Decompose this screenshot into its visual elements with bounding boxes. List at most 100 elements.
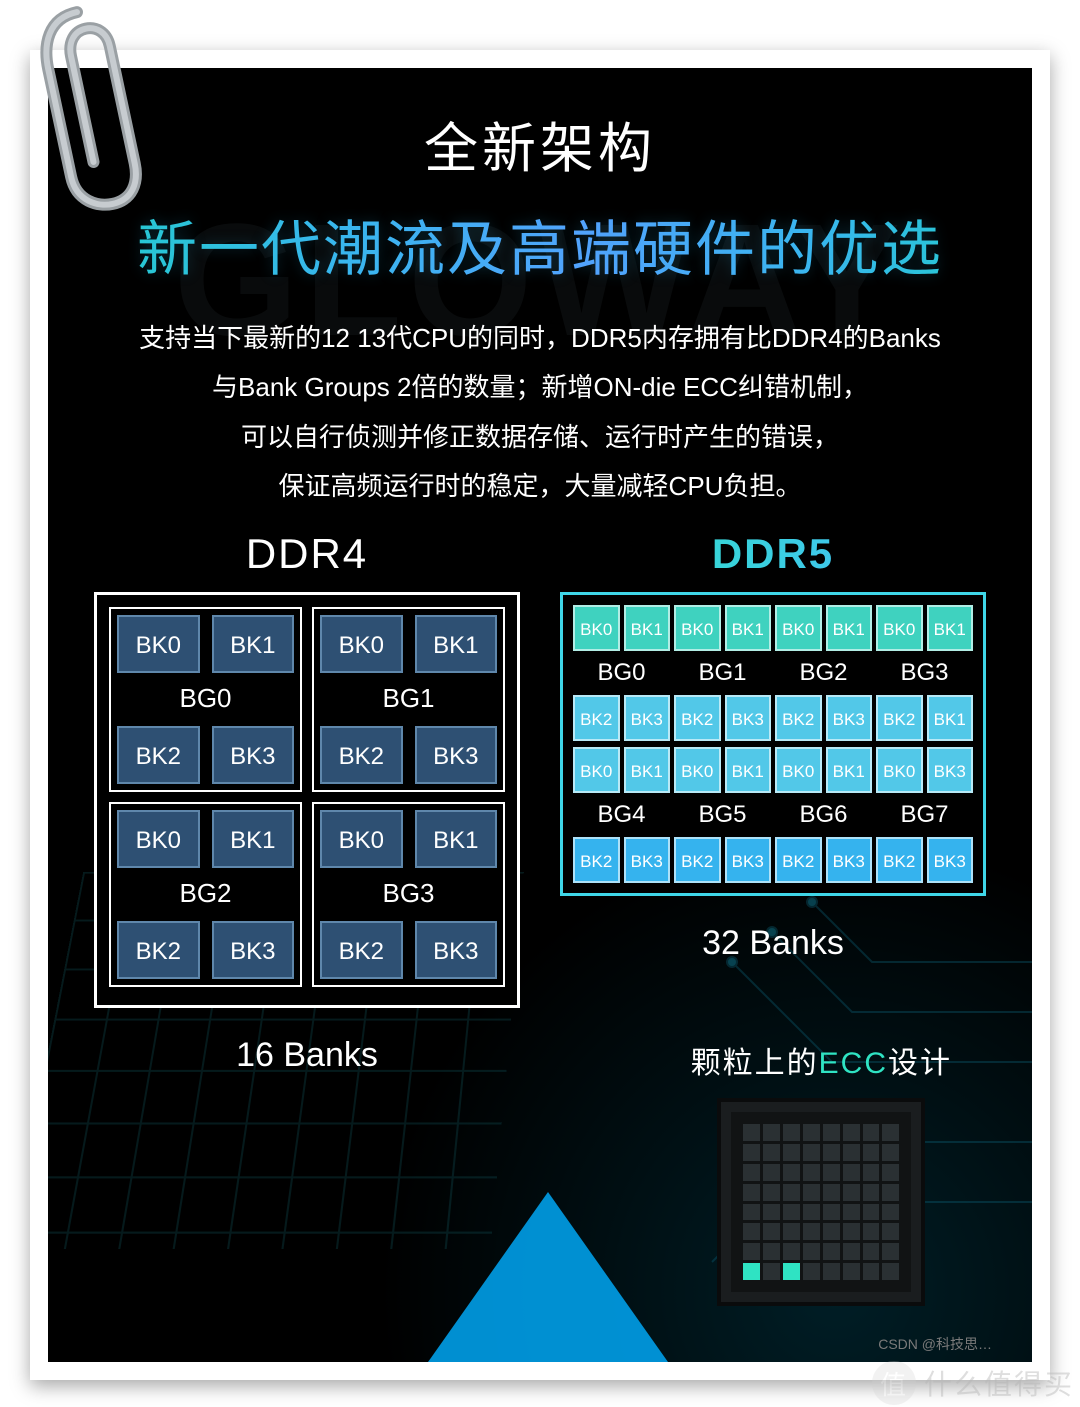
ecc-cell: [803, 1164, 820, 1181]
ecc-cell: [882, 1243, 899, 1260]
ddr4-bg3: BK0 BK1 BG3 BK2 BK3: [312, 802, 505, 987]
ddr5-bk: BK3: [725, 695, 772, 741]
ecc-cell: [743, 1184, 760, 1201]
ddr5-bk: BK3: [624, 695, 671, 741]
ecc-cell: [803, 1223, 820, 1240]
ddr5-box: BK0BK1BK0BK1BK0BK1BK0BK1BG0BG1BG2BG3BK2B…: [560, 592, 986, 896]
ecc-highlight: ECC: [819, 1047, 888, 1080]
ecc-cell: [763, 1144, 780, 1161]
ecc-cell: [823, 1204, 840, 1221]
ddr4-bk: BK2: [320, 726, 403, 784]
ecc-cell: [763, 1164, 780, 1181]
csdn-watermark: CSDN @科技思…: [878, 1334, 992, 1354]
ddr5-bg-label: BG3: [876, 657, 973, 689]
ddr5-bk: BK0: [674, 747, 721, 793]
ecc-cell: [863, 1164, 880, 1181]
ddr5-bg-label: BG0: [573, 657, 670, 689]
ecc-cell: [863, 1204, 880, 1221]
ddr5-bk: BK3: [725, 837, 772, 883]
ecc-cell: [783, 1243, 800, 1260]
ddr5-bk: BK2: [775, 695, 822, 741]
ddr5-bk: BK1: [624, 605, 671, 651]
desc-line: 保证高频运行时的稳定，大量减轻CPU负担。: [88, 462, 992, 511]
ecc-suffix: 设计: [888, 1047, 952, 1080]
ecc-cell: [863, 1243, 880, 1260]
ecc-cell: [843, 1164, 860, 1181]
ddr5-bk: BK2: [876, 695, 923, 741]
ecc-cell: [823, 1144, 840, 1161]
ddr4-box: BK0 BK1 BG0 BK2 BK3 BK0: [94, 592, 520, 1008]
ddr5-bg-label: BG5: [674, 799, 771, 831]
ecc-cell: [763, 1184, 780, 1201]
ecc-cell: [882, 1223, 899, 1240]
ddr5-bk: BK1: [927, 605, 974, 651]
ecc-cell: [783, 1184, 800, 1201]
ecc-cell: [783, 1124, 800, 1141]
ecc-chip-icon: [721, 1102, 921, 1302]
ecc-cell: [743, 1164, 760, 1181]
ecc-cell: [783, 1223, 800, 1240]
ecc-cell: [863, 1124, 880, 1141]
desc-line: 可以自行侦测并修正数据存储、运行时产生的错误，: [88, 413, 992, 462]
ddr5-bk: BK0: [573, 605, 620, 651]
subtitle: 新一代潮流及高端硬件的优选: [48, 201, 1032, 288]
ecc-cell: [843, 1144, 860, 1161]
ecc-cell: [882, 1263, 899, 1280]
ecc-cell: [743, 1124, 760, 1141]
ddr5-bk: BK1: [624, 747, 671, 793]
ecc-cell: [763, 1223, 780, 1240]
ecc-cell: [882, 1164, 899, 1181]
ecc-cell: [823, 1164, 840, 1181]
ddr4-bg-label: BG0: [111, 679, 300, 720]
ecc-cell: [863, 1144, 880, 1161]
ddr5-bk: BK0: [775, 605, 822, 651]
ddr5-bk: BK2: [775, 837, 822, 883]
ddr5-bg-label: BG7: [876, 799, 973, 831]
ddr4-bk: BK1: [415, 810, 498, 868]
ecc-cell: [803, 1263, 820, 1280]
ddr5-bk: BK1: [927, 695, 974, 741]
ecc-cell: [783, 1263, 800, 1280]
ddr5-bk: BK2: [876, 837, 923, 883]
ddr5-bk: BK1: [725, 747, 772, 793]
ecc-cell: [863, 1223, 880, 1240]
ecc-cell: [843, 1204, 860, 1221]
ddr5-bk: BK1: [826, 605, 873, 651]
ecc-cell: [882, 1204, 899, 1221]
ddr5-bk: BK3: [927, 747, 974, 793]
ddr5-bk: BK1: [725, 605, 772, 651]
ddr5-bg-label: BG4: [573, 799, 670, 831]
ddr4-bk: BK3: [212, 921, 295, 979]
ecc-cell: [803, 1144, 820, 1161]
ecc-cell: [882, 1124, 899, 1141]
ddr5-bg-label: BG6: [775, 799, 872, 831]
ddr4-bk: BK3: [415, 726, 498, 784]
ddr5-bg-label: BG2: [775, 657, 872, 689]
ecc-cell: [803, 1243, 820, 1260]
ddr5-bk: BK2: [573, 837, 620, 883]
ddr5-bk: BK0: [876, 605, 923, 651]
ddr4-bk: BK0: [320, 615, 403, 673]
ddr5-bk: BK2: [573, 695, 620, 741]
ecc-cell: [743, 1144, 760, 1161]
ecc-cell: [743, 1204, 760, 1221]
ddr4-banks-label: 16 Banks: [94, 1036, 520, 1075]
ddr5-bk: BK2: [674, 695, 721, 741]
ddr5-column: DDR5 BK0BK1BK0BK1BK0BK1BK0BK1BG0BG1BG2BG…: [560, 530, 986, 1075]
ecc-prefix: 颗粒上的: [691, 1047, 819, 1080]
ddr4-column: DDR4 BK0 BK1 BG0 BK2 BK3: [94, 530, 520, 1075]
ddr4-bk: BK3: [212, 726, 295, 784]
ddr4-bk: BK2: [320, 921, 403, 979]
ddr4-bk: BK3: [415, 921, 498, 979]
ecc-cell: [763, 1124, 780, 1141]
smzdm-text: 什么值得买: [924, 1363, 1074, 1403]
ecc-cell: [882, 1184, 899, 1201]
content-frame: GLOWAY 全新架构 新一代潮流及高端硬件的优选 支持当下最新的12 13代C…: [30, 50, 1050, 1380]
ecc-cell: [843, 1184, 860, 1201]
ddr5-bk: BK3: [826, 695, 873, 741]
ddr5-bk: BK0: [775, 747, 822, 793]
ddr4-bg1: BK0 BK1 BG1 BK2 BK3: [312, 607, 505, 792]
accent-triangle: [428, 1192, 668, 1362]
ecc-cell: [743, 1223, 760, 1240]
ddr4-bk: BK2: [117, 726, 200, 784]
